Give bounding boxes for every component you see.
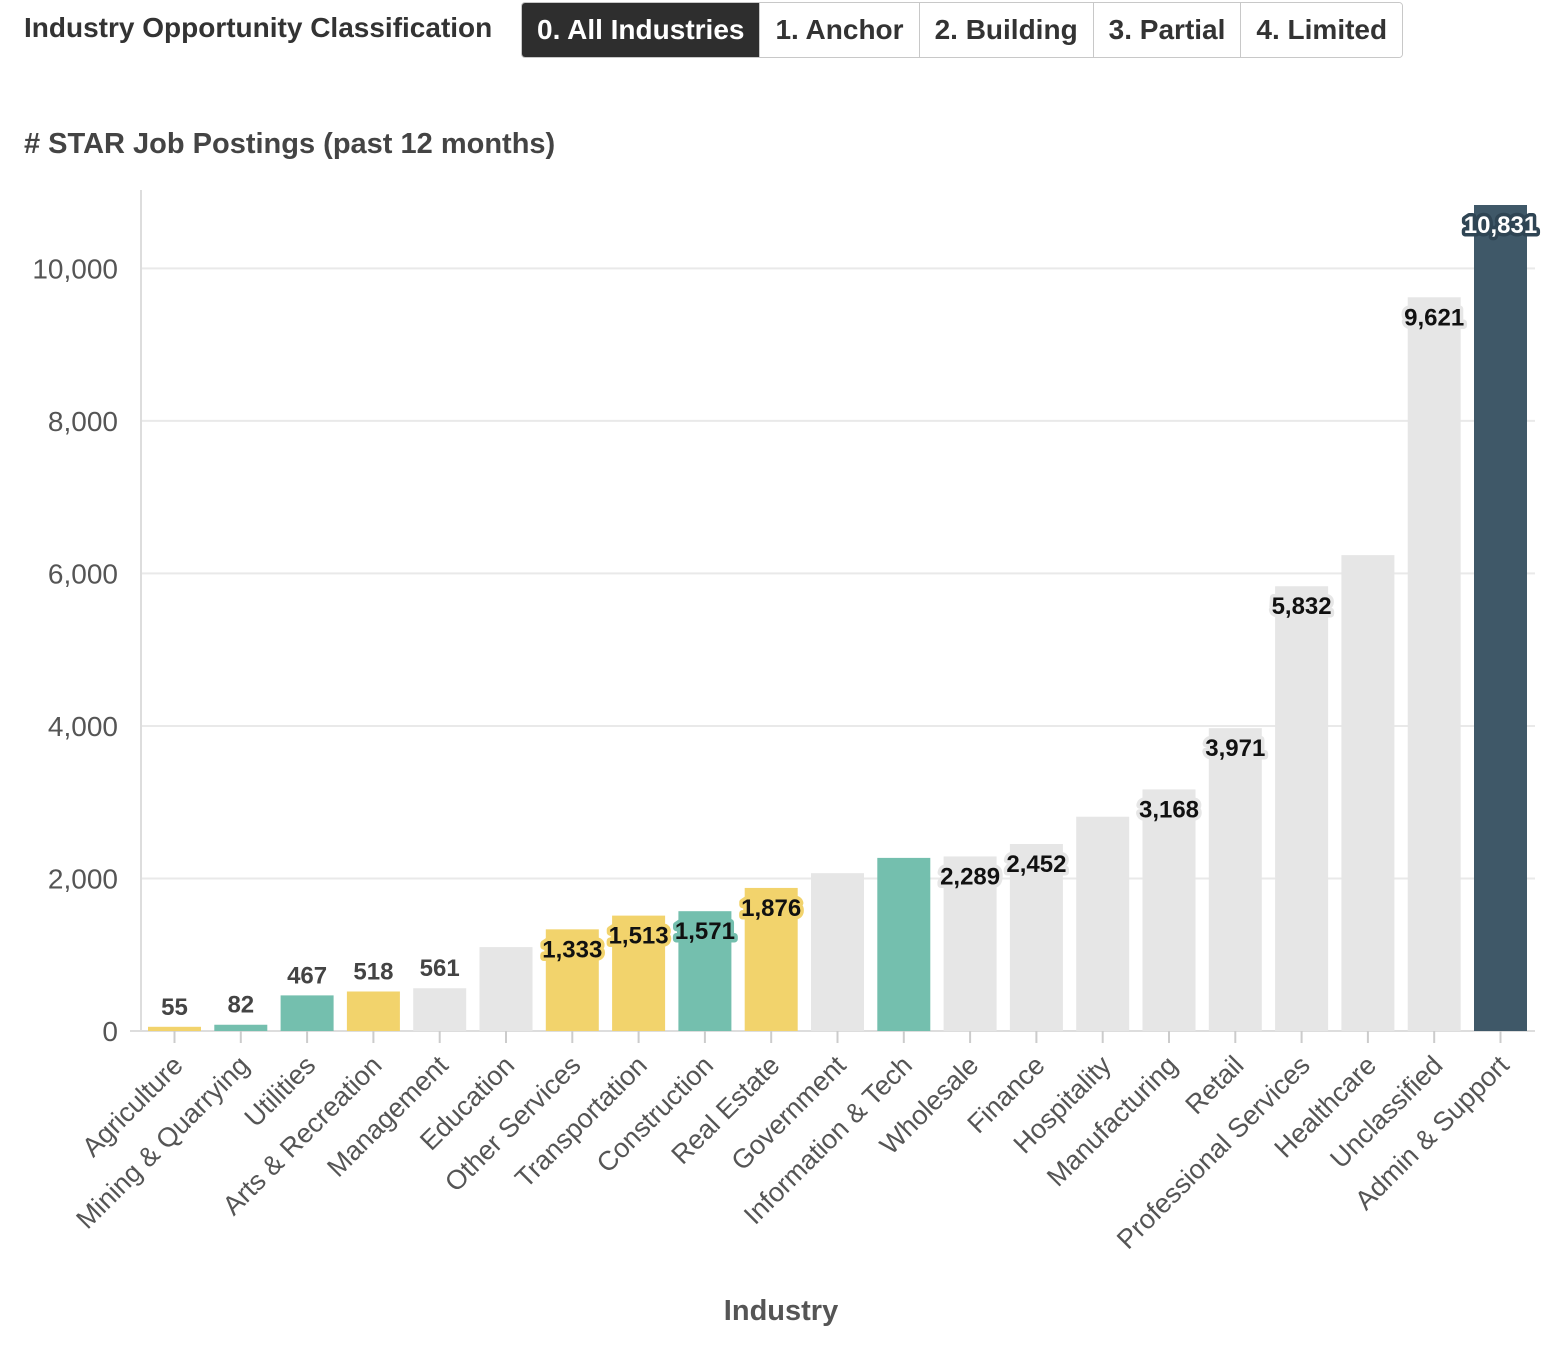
bar: [148, 1026, 201, 1031]
data-label: 2,452: [1006, 851, 1066, 878]
y-tick-label: 4,000: [48, 711, 118, 742]
bar: [811, 873, 864, 1031]
bar: [1009, 844, 1063, 1031]
segment-anchor[interactable]: 1. Anchor: [759, 3, 919, 57]
data-label: 3,168: [1139, 796, 1199, 823]
chart-title: # STAR Job Postings (past 12 months): [24, 128, 556, 160]
segment-limited[interactable]: 4. Limited: [1240, 3, 1403, 57]
segment-partial[interactable]: 3. Partial: [1092, 3, 1241, 57]
data-label: 518: [353, 958, 393, 985]
data-label: 1,876: [741, 895, 801, 922]
segment-all-industries[interactable]: 0. All Industries: [522, 3, 760, 57]
segment-building[interactable]: 2. Building: [918, 3, 1093, 57]
bar: [1407, 297, 1461, 1031]
bar: [479, 947, 533, 1031]
bar: [744, 887, 798, 1031]
bar: [1076, 816, 1130, 1031]
y-tick-label: 0: [102, 1016, 118, 1047]
bar: [214, 1024, 268, 1031]
bar: [1341, 555, 1395, 1031]
data-label: 82: [227, 992, 254, 1019]
data-label: 9,621: [1404, 304, 1464, 331]
classification-filter: Industry Opportunity Classification 0. A…: [0, 0, 1562, 62]
data-label: 10,831: [1464, 212, 1537, 239]
data-label: 5,832: [1272, 593, 1332, 620]
bar: [943, 856, 997, 1031]
data-label: 2,289: [940, 863, 1000, 890]
data-label: 1,513: [609, 923, 669, 950]
bar: [612, 915, 666, 1031]
bar: [280, 995, 334, 1031]
bar: [545, 929, 599, 1031]
bar: [346, 991, 400, 1031]
x-axis-title: Industry: [723, 1295, 839, 1327]
data-label: 467: [287, 962, 327, 989]
y-tick-label: 8,000: [48, 406, 118, 437]
bar: [413, 988, 467, 1031]
bar: [1208, 728, 1262, 1031]
y-tick-label: 6,000: [48, 558, 118, 589]
data-label: 55: [161, 994, 188, 1021]
y-tick-label: 10,000: [32, 253, 118, 284]
bar: [1275, 586, 1329, 1031]
classification-segmented-control: 0. All Industries 1. Anchor 2. Building …: [521, 2, 1404, 58]
filter-label: Industry Opportunity Classification: [24, 12, 493, 43]
y-tick-label: 2,000: [48, 863, 118, 894]
data-label: 1,571: [675, 918, 735, 945]
bar: [877, 857, 931, 1031]
bar: [1474, 205, 1527, 1031]
data-label: 561: [420, 955, 460, 982]
bar: [678, 911, 732, 1031]
bar: [1142, 789, 1196, 1031]
data-label: 1,333: [542, 936, 602, 963]
data-label: 3,971: [1205, 735, 1265, 762]
